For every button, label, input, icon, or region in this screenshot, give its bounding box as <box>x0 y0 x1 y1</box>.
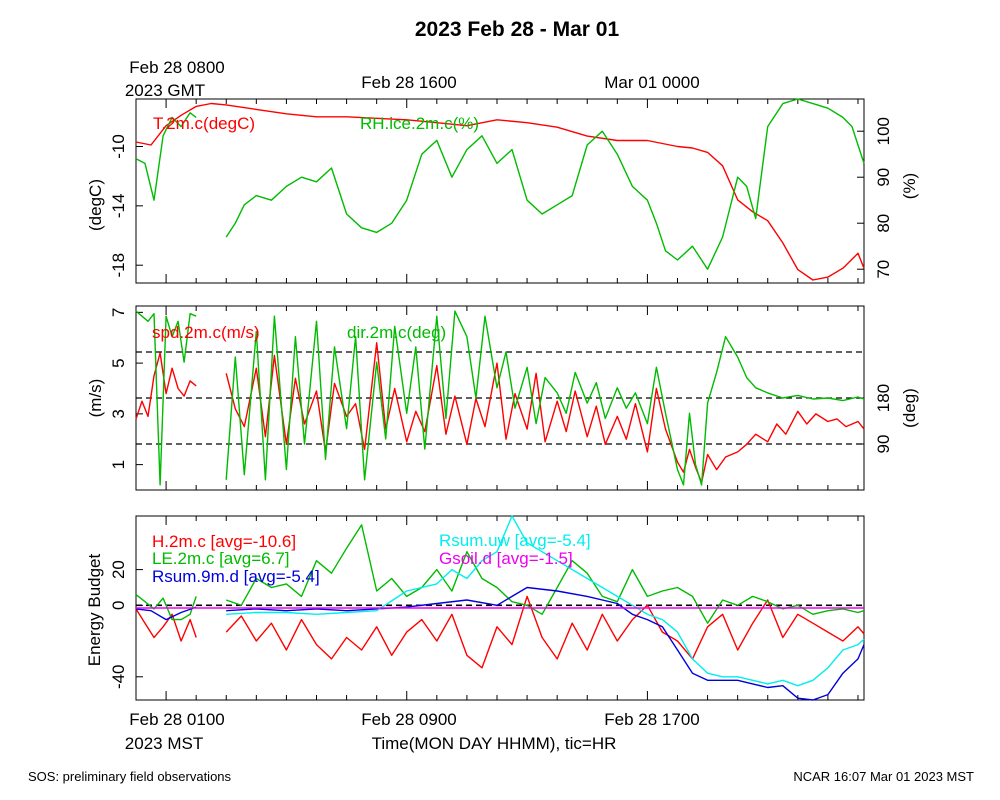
panel3-ylabel-left: Energy Budget <box>85 553 104 666</box>
panel2-ytick-label-left: 3 <box>109 409 128 418</box>
panel1-ytick-label-right: 90 <box>874 168 893 187</box>
legend-gsoil: Gsoil.d [avg=-1.5] <box>439 549 573 568</box>
panel2-ytick-label-left: 1 <box>109 460 128 469</box>
series-line-rh-ice-2m-c <box>135 98 865 270</box>
panel1-ylabel-right: (%) <box>900 173 919 199</box>
series-line-spd-2m-c-m-s <box>135 342 865 484</box>
footer-right: NCAR 16:07 Mar 01 2023 MST <box>793 769 974 784</box>
series-line-t-2m-c-degc <box>135 102 865 281</box>
footer-left: SOS: preliminary field observations <box>28 769 232 784</box>
gmt-label-first-line2: 2023 GMT <box>125 81 205 100</box>
gmt-label-third: Mar 01 0000 <box>604 73 699 92</box>
panel1-ytick-label-left: -18 <box>109 253 128 278</box>
legend-h-2m: H.2m.c [avg=-10.6] <box>152 532 296 551</box>
gmt-label-second: Feb 28 1600 <box>361 73 456 92</box>
series-line-h-2m-c <box>135 595 865 669</box>
panel1-ytick-label-right: 100 <box>874 117 893 145</box>
panel1-ytick-label-right: 70 <box>874 260 893 279</box>
panel2-ylabel-right: (deg) <box>900 388 919 428</box>
gmt-label-first-line1: Feb 28 0800 <box>129 58 224 77</box>
mst-label-first-line1: Feb 28 0100 <box>129 710 224 729</box>
chart-title: 2023 Feb 28 - Mar 01 <box>415 18 620 41</box>
series-line-le-2m-c <box>135 524 865 624</box>
legend-rh-ice: RH.ice.2m.c(%) <box>360 114 479 133</box>
legend-dir-2m: dir.2m.c(deg) <box>347 323 446 342</box>
panel2-ytick-label-left: 7 <box>109 308 128 317</box>
legend-spd-2m: spd.2m.c(m/s) <box>152 323 260 342</box>
panel1-ytick-label-right: 80 <box>874 214 893 233</box>
panel1-ytick-label-left: -14 <box>109 194 128 219</box>
legend-t-2m: T.2m.c(degC) <box>153 114 255 133</box>
panel2-ytick-label-right: 180 <box>874 384 893 412</box>
x-axis-label: Time(MON DAY HHMM), tic=HR <box>372 734 617 753</box>
panel2-ytick-label-left: 5 <box>109 358 128 367</box>
tick-marks <box>136 99 864 700</box>
panel1-frame <box>135 98 865 284</box>
legend-rsum-uw: Rsum.uw [avg=-5.4] <box>439 531 591 550</box>
mst-label-second: Feb 28 0900 <box>361 710 456 729</box>
series-line-rsum-uw <box>226 515 865 687</box>
panel3-ytick-label-left: 20 <box>109 560 128 579</box>
mst-label-first-line2: 2023 MST <box>125 734 203 753</box>
legend-le-2m: LE.2m.c [avg=6.7] <box>152 549 290 568</box>
panel3-ytick-label-left: -40 <box>109 664 128 689</box>
series-line-rsum-9m-d <box>135 586 865 701</box>
panel1-ytick-label-left: -10 <box>109 134 128 159</box>
tick-labels: -18 -14 -10 70 80 90 100 1 3 5 7 90 180 -40 0 20 <box>109 117 893 689</box>
series-line-dir-2m-c-deg <box>135 310 865 486</box>
series-lines <box>135 98 865 701</box>
mst-label-third: Feb 28 1700 <box>604 710 699 729</box>
legend-rsum-9m: Rsum.9m.d [avg=-5.4] <box>152 567 320 586</box>
panel3-ytick-label-left: 0 <box>109 601 128 610</box>
panel1-ylabel-left: (degC) <box>86 179 105 231</box>
panel2-ylabel-left: (m/s) <box>86 379 105 418</box>
panel2-ytick-label-right: 90 <box>874 435 893 454</box>
